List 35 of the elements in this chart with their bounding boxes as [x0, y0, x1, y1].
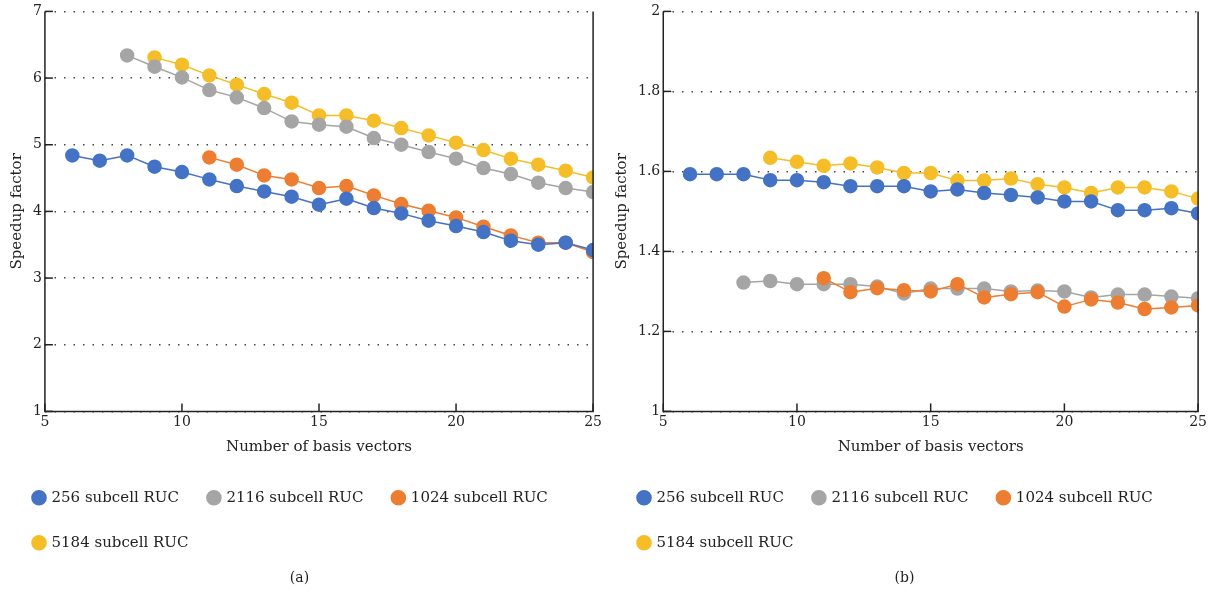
y-tick-label: 1: [651, 402, 661, 419]
y-tick-label: 2: [651, 2, 661, 19]
legend-label: 2116 subcell RUC: [831, 487, 969, 506]
legend-label: 1024 subcell RUC: [1015, 487, 1153, 506]
y-tick-label: 4: [32, 202, 42, 219]
y-tick-label: 1.4: [638, 242, 661, 259]
x-tick-label: 20: [1055, 413, 1074, 430]
x-tick-label: 20: [447, 413, 465, 430]
y-axis-title: Speedup factor: [6, 152, 25, 270]
legend-label: 256 subcell RUC: [51, 487, 179, 506]
text: (b): [894, 569, 915, 586]
legend-label: 5184 subcell RUC: [656, 532, 794, 551]
y-tick-label: 6: [32, 68, 42, 85]
y-tick-label: 1.2: [638, 322, 661, 339]
y-tick-label: 7: [32, 2, 42, 19]
legend-label: 1024 subcell RUC: [410, 487, 548, 506]
x-tick-label: 25: [584, 413, 603, 430]
y-tick-label: 3: [32, 268, 42, 285]
y-tick-label: 2: [32, 335, 42, 352]
y-tick-label: 1: [32, 402, 42, 419]
legend-label: 256 subcell RUC: [656, 487, 784, 506]
x-tick-label: 10: [173, 413, 191, 430]
y-tick-label: 5: [32, 135, 42, 152]
legend-label: 5184 subcell RUC: [51, 532, 189, 551]
legend-label: 2116 subcell RUC: [226, 487, 364, 506]
y-tick-label: 1.8: [638, 82, 661, 99]
x-axis-title: Number of basis vectors: [837, 437, 1024, 456]
x-tick-label: 15: [310, 413, 328, 430]
y-tick-label: 1.6: [638, 162, 661, 179]
x-tick-label: 15: [921, 413, 940, 430]
x-tick-label: 25: [1189, 413, 1208, 430]
x-tick-label: 10: [788, 413, 806, 430]
x-axis-title: Number of basis vectors: [226, 437, 412, 456]
text: (a): [289, 569, 310, 586]
y-axis-title: Speedup factor: [611, 152, 630, 270]
